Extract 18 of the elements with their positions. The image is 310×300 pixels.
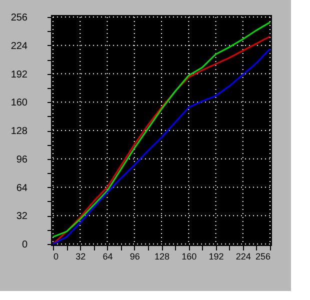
x-tick-label: 64 (102, 252, 113, 262)
y-tick-label: 0 (22, 240, 28, 250)
y-tick-label: 128 (10, 126, 28, 137)
x-tick-label: 256 (255, 252, 270, 262)
y-tick-label: 224 (10, 40, 28, 52)
x-tick-label: 160 (182, 252, 197, 262)
y-tick-label: 64 (16, 182, 28, 194)
y-tick-label: 160 (10, 98, 28, 109)
x-tick-label: 32 (76, 252, 86, 262)
x-tick-label: 192 (208, 252, 224, 262)
y-tick-label: 96 (16, 154, 28, 166)
y-tick-label: 32 (16, 211, 28, 222)
y-tick-label: 192 (10, 69, 28, 80)
x-tick-label: 96 (130, 252, 140, 262)
x-tick-label: 0 (54, 252, 59, 262)
x-tick-label: 224 (236, 252, 251, 262)
y-tick-label: 256 (10, 12, 28, 24)
x-tick-label: 128 (154, 252, 170, 262)
